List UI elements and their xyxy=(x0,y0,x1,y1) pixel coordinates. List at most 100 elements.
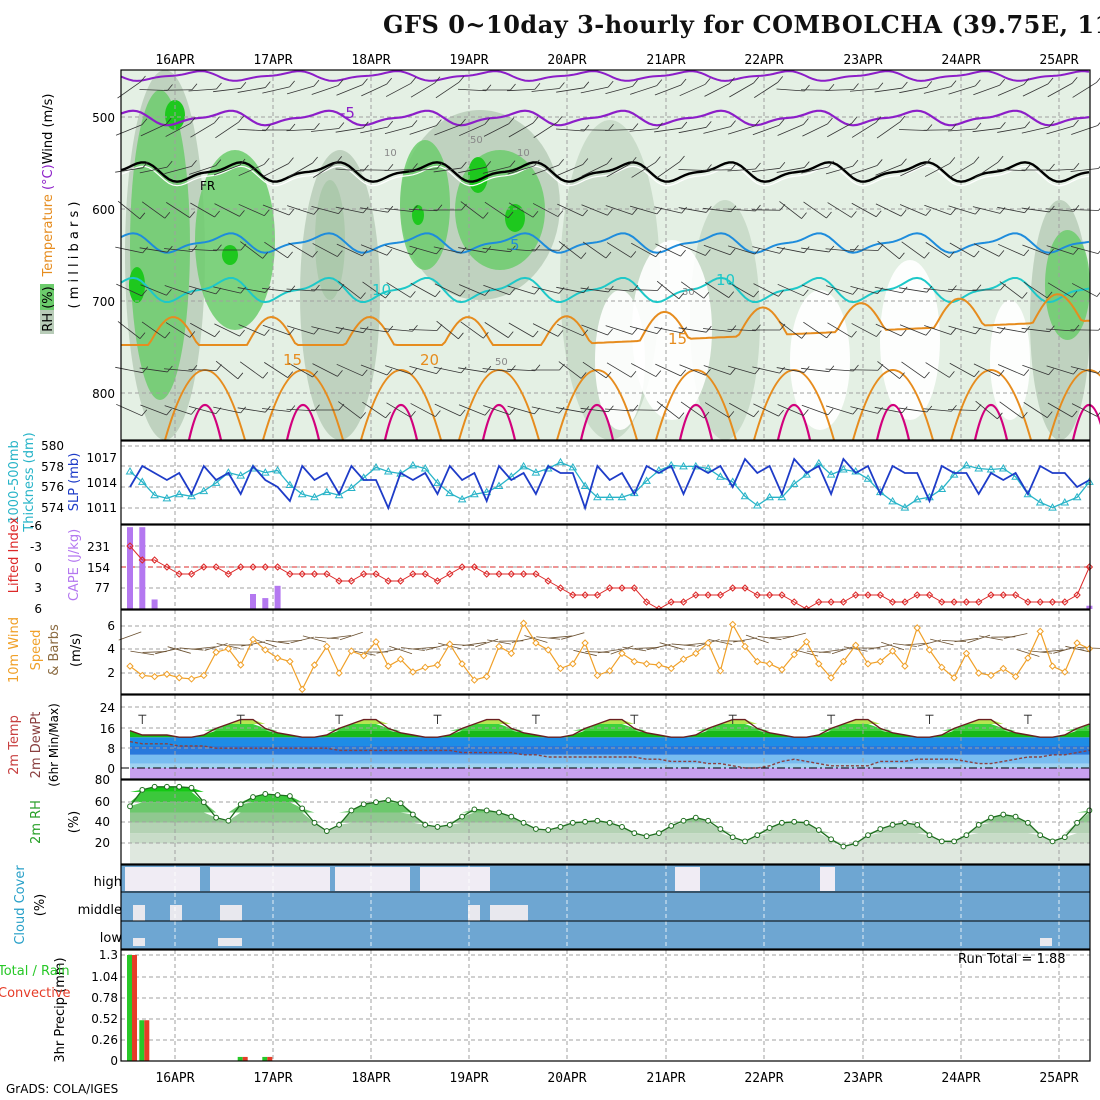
sfc-wind-barb xyxy=(155,647,179,655)
wind-speed-point xyxy=(323,642,331,651)
upper-wind-barb xyxy=(409,365,437,375)
upper-wind-barb-flag xyxy=(951,123,957,131)
li-point xyxy=(741,584,749,592)
upper-wind-barb xyxy=(558,361,582,379)
upper-wind-barb xyxy=(190,322,215,338)
wind-speed-point xyxy=(888,647,897,655)
upper-wind-barb-flag xyxy=(214,116,220,124)
thickness-point xyxy=(691,461,701,470)
wind-speed-point xyxy=(298,685,306,694)
upper-wind-barb xyxy=(140,284,167,296)
upper-wind-barb xyxy=(875,203,902,217)
wind-speed-point xyxy=(495,642,503,651)
upper-wind-barb xyxy=(433,246,462,254)
rh2m-point xyxy=(1012,813,1019,820)
upper-wind-barb xyxy=(777,404,804,416)
upper-wind-barb xyxy=(827,202,852,218)
date-top-8: 24APR xyxy=(941,53,980,68)
rh-band-0 xyxy=(130,843,1090,864)
li-point xyxy=(704,591,712,599)
upper-wind-barb-flag xyxy=(508,117,515,124)
li-point xyxy=(790,598,798,606)
upper-wind-barb xyxy=(460,201,484,219)
wind-speed-point xyxy=(851,641,860,649)
upper-wind-barb-flag xyxy=(412,163,418,170)
rh2m-point xyxy=(1037,832,1044,839)
sfc-wind-barb xyxy=(302,635,327,643)
upper-wind-barb-flag xyxy=(899,115,906,123)
upper-wind-barb-flag xyxy=(852,159,859,167)
upper-wind-barb xyxy=(385,245,412,255)
thickness-point xyxy=(740,491,750,500)
upper-wind-barb-flag xyxy=(828,160,834,168)
upper-wind-barb-flag xyxy=(338,122,345,129)
rh2m-point xyxy=(717,826,724,832)
thickness-point xyxy=(322,487,332,496)
upper-wind-barb-flag xyxy=(362,206,369,214)
upper-wind-barb-flag xyxy=(901,406,908,413)
upper-air-frame xyxy=(120,69,1091,441)
upper-wind-barb xyxy=(385,365,412,375)
upper-wind-barb xyxy=(581,204,608,216)
upper-wind-barb xyxy=(556,87,584,93)
upper-wind-barb xyxy=(703,328,731,332)
rh-region-10 xyxy=(1045,230,1090,340)
upper-wind-barb xyxy=(997,127,1025,133)
rh2m-point xyxy=(508,813,515,820)
upper-wind-barb-flag xyxy=(754,367,761,375)
li-point xyxy=(163,563,171,571)
upper-wind-barb xyxy=(801,284,829,296)
upper-wind-barb xyxy=(654,84,682,96)
upper-wind-barb xyxy=(582,241,607,259)
upper-wind-barb-flag xyxy=(1097,370,1100,374)
upper-wind-barb xyxy=(656,401,680,419)
upper-wind-barb xyxy=(678,169,707,171)
thickness-point xyxy=(593,492,602,501)
upper-wind-barb xyxy=(850,285,878,295)
upper-wind-barb xyxy=(508,322,534,338)
upper-wind-barb xyxy=(997,327,1025,333)
rh2m-point xyxy=(705,817,711,824)
upper-wind-barb-flag xyxy=(509,288,515,296)
date-top-2: 18APR xyxy=(351,53,390,68)
upper-wind-barb xyxy=(948,128,976,132)
upper-wind-barb-flag xyxy=(753,290,759,298)
upper-wind-barb-flag xyxy=(262,371,269,379)
thickness-point xyxy=(605,492,615,501)
temp-band-2 xyxy=(130,746,1090,755)
temp-band-4 xyxy=(130,730,1090,738)
upper-wind-barb-flag xyxy=(436,324,443,331)
upper-ytick-3: 800 xyxy=(92,387,115,401)
cloud-level-2: low xyxy=(100,931,123,946)
date-top-1: 17APR xyxy=(253,53,292,68)
contour-25-arc-7 xyxy=(875,404,911,441)
upper-wind-barb xyxy=(360,327,388,333)
li-point xyxy=(938,598,946,606)
upper-wind-barb xyxy=(141,321,166,339)
rh2m-point xyxy=(803,819,810,826)
sfc-wind-barb xyxy=(241,641,265,647)
rh2m-point xyxy=(262,791,269,797)
upper-wind-barb xyxy=(483,284,510,296)
cloud-low-clear-2 xyxy=(1040,938,1052,946)
wind-speed-point xyxy=(372,638,380,646)
upper-wind-barb xyxy=(507,405,535,415)
upper-wind-barb-flag xyxy=(753,410,760,418)
upper-wind-barb xyxy=(557,203,583,217)
upper-wind-barb-flag xyxy=(630,370,637,378)
rh2m-point xyxy=(656,830,662,836)
sfc-wind-barb xyxy=(389,645,413,655)
rh-band-1 xyxy=(130,833,1090,844)
wind-speed-point xyxy=(790,650,798,659)
upper-wind-barb xyxy=(506,88,536,92)
sfc-wind-barb xyxy=(757,635,782,641)
upper-wind-barb-flag xyxy=(875,116,882,123)
upper-wind-barb xyxy=(752,366,780,374)
upper-wind-barb-flag xyxy=(777,76,784,83)
thickness-point xyxy=(334,490,344,499)
upper-wind-barb xyxy=(901,241,925,259)
upper-wind-barb xyxy=(630,85,657,95)
upper-wind-barb-flag xyxy=(385,291,391,299)
upper-wind-barb xyxy=(459,123,485,137)
upper-wind-barb xyxy=(531,406,560,414)
